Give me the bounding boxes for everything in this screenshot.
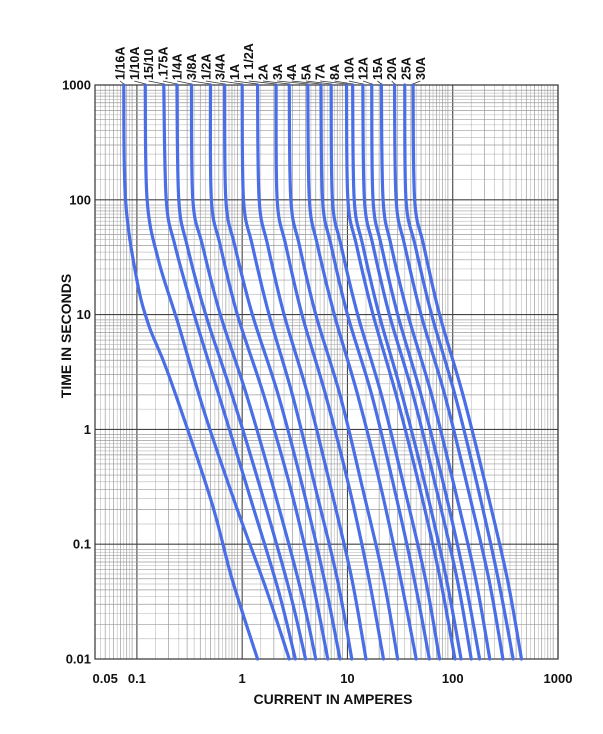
series-label-leader <box>177 80 192 85</box>
y-tick-label: 1 <box>84 422 91 437</box>
series-label: 8A <box>328 64 342 80</box>
x-axis-title: CURRENT IN AMPERES <box>254 691 413 707</box>
series-label-leader <box>148 80 164 85</box>
series-label: .175A <box>156 47 170 80</box>
series-label: 15/10 <box>142 49 156 80</box>
series-curve <box>344 83 457 661</box>
series-label: 1/16A <box>114 47 128 80</box>
series-label-leader <box>291 80 321 85</box>
series-curve <box>255 83 368 661</box>
series-labels: 1/16A 1/10A 15/10.175A 1/4A 3/8A 1/2A 3/4A 1A 1 … <box>114 43 428 85</box>
series-label: 1/2A <box>199 54 213 80</box>
series-label-leader <box>205 80 225 85</box>
series-curve <box>175 83 308 661</box>
series-curve <box>306 83 418 661</box>
series-label: 5A <box>299 64 313 80</box>
series-label-leader <box>220 80 243 85</box>
series-label-leader <box>320 80 347 85</box>
x-axis-tick-labels: 0.05 0.1 1 10 100 1000 <box>93 671 573 686</box>
x-tick-label: 1 <box>239 671 246 686</box>
series-label: 2A <box>257 64 271 80</box>
series-curve <box>287 83 400 661</box>
series-label-leader <box>134 80 146 85</box>
series-curve <box>162 83 297 661</box>
x-tick-label: 0.05 <box>93 671 118 686</box>
series-label: 20A <box>385 57 399 80</box>
series-label-leader <box>362 80 372 85</box>
series-curve <box>411 83 524 661</box>
x-tick-label: 100 <box>442 671 464 686</box>
series-curve <box>143 83 291 661</box>
series-label-leader <box>412 80 421 85</box>
series-label: 4A <box>285 64 299 80</box>
series-label-leader <box>191 80 211 85</box>
series-curve <box>361 83 473 661</box>
series-label: 30A <box>414 57 428 80</box>
series-label: 3A <box>271 64 285 80</box>
series-curve <box>351 83 463 661</box>
y-tick-label: 1000 <box>62 78 91 93</box>
series-label: 25A <box>400 57 414 80</box>
series-label-leader <box>377 80 382 85</box>
y-axis-tick-labels: 1000 100 10 1 0.1 0.01 <box>62 78 91 667</box>
series-label-leader <box>262 80 290 85</box>
series-curve <box>403 83 515 661</box>
series-label: 1/10A <box>128 47 142 80</box>
series-label: 1/4A <box>171 54 185 80</box>
chart-curves <box>122 83 524 661</box>
x-tick-label: 10 <box>340 671 354 686</box>
series-label: 7A <box>314 64 328 80</box>
x-tick-label: 1000 <box>544 671 573 686</box>
series-curve <box>370 83 482 661</box>
series-curve <box>222 83 342 661</box>
series-curve <box>274 83 386 661</box>
series-label: 1 1/2A <box>242 43 256 80</box>
series-label-leader <box>334 80 353 85</box>
y-tick-label: 10 <box>77 307 91 322</box>
series-curve <box>379 83 492 661</box>
series-curve <box>189 83 318 661</box>
series-label-leader <box>248 80 277 85</box>
series-curve <box>392 83 505 661</box>
series-curve <box>329 83 442 661</box>
series-label: 15A <box>371 57 385 80</box>
series-curve <box>240 83 354 661</box>
series-label-leader <box>119 80 124 85</box>
series-curve <box>122 83 260 661</box>
series-label-leader <box>391 80 395 85</box>
y-tick-label: 0.1 <box>73 537 91 552</box>
series-curve <box>319 83 431 661</box>
y-axis-title: TIME IN SECONDS <box>58 274 74 398</box>
series-label-leader <box>348 80 363 85</box>
series-label: 10A <box>342 57 356 80</box>
series-label: 3/4A <box>214 54 228 80</box>
series-label: 1A <box>228 64 242 80</box>
series-label-leader <box>305 80 332 85</box>
y-tick-label: 0.01 <box>66 652 91 667</box>
series-label-leader <box>162 80 178 85</box>
chart-grid <box>94 84 559 660</box>
y-tick-label: 100 <box>69 192 91 207</box>
series-label: 3/8A <box>185 54 199 80</box>
x-tick-label: 0.1 <box>128 671 146 686</box>
series-label-leader <box>277 80 308 85</box>
series-label-leader <box>234 80 258 85</box>
series-curve <box>208 83 330 661</box>
series-label: 12A <box>357 57 371 80</box>
